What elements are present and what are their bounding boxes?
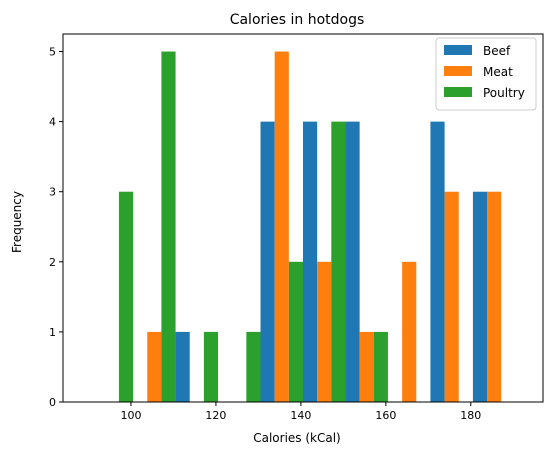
y-tick-label: 3	[49, 186, 56, 199]
legend-swatch-poultry	[444, 87, 472, 97]
y-tick-label: 0	[49, 396, 56, 409]
x-tick-label: 140	[290, 409, 311, 422]
y-tick-label: 2	[49, 256, 56, 269]
legend-swatch-meat	[444, 66, 472, 76]
legend-label-beef: Beef	[483, 44, 511, 58]
x-axis-label: Calories (kCal)	[253, 431, 341, 445]
bar-meat-1	[147, 331, 162, 402]
y-tick-label: 1	[49, 326, 56, 339]
bar-meat-9	[487, 191, 502, 402]
x-tick-label: 180	[460, 409, 481, 422]
y-axis-label: Frequency	[10, 191, 24, 253]
x-tick-label: 160	[375, 409, 396, 422]
bar-meat-6	[359, 331, 374, 402]
bar-poultry-6	[373, 331, 388, 402]
bar-meat-5	[317, 261, 332, 402]
bar-beef-2	[175, 331, 190, 402]
legend: Beef Meat Poultry	[435, 37, 537, 111]
bar-poultry-0	[118, 191, 134, 402]
bar-poultry-2	[203, 331, 219, 402]
chart-title: Calories in hotdogs	[230, 12, 365, 28]
legend-label-meat: Meat	[483, 65, 513, 79]
bar-meat-8	[444, 191, 459, 402]
bar-beef-6	[345, 121, 360, 402]
x-axis-ticks: 100 120 140 160 180	[120, 402, 481, 422]
x-tick-label: 100	[120, 409, 141, 422]
plot-frame	[62, 33, 544, 403]
bar-poultry-3	[246, 331, 261, 402]
bar-poultry-1	[161, 51, 176, 403]
bar-beef-4	[260, 121, 275, 402]
legend-label-poultry: Poultry	[483, 86, 525, 100]
y-tick-label: 4	[49, 116, 56, 129]
x-tick-label: 120	[205, 409, 226, 422]
y-axis-ticks: 0 1 2 3 4 5	[49, 46, 63, 409]
bar-poultry-5	[331, 121, 346, 402]
bar-meat-4	[274, 51, 289, 403]
bar-beef-5	[303, 121, 318, 402]
bars-layer	[118, 51, 502, 403]
legend-swatch-beef	[444, 45, 472, 55]
bar-meat-7	[402, 261, 417, 402]
bar-beef-8	[430, 121, 445, 402]
bar-beef-9	[472, 191, 488, 402]
bar-poultry-4	[288, 261, 303, 402]
y-tick-label: 5	[49, 46, 56, 59]
